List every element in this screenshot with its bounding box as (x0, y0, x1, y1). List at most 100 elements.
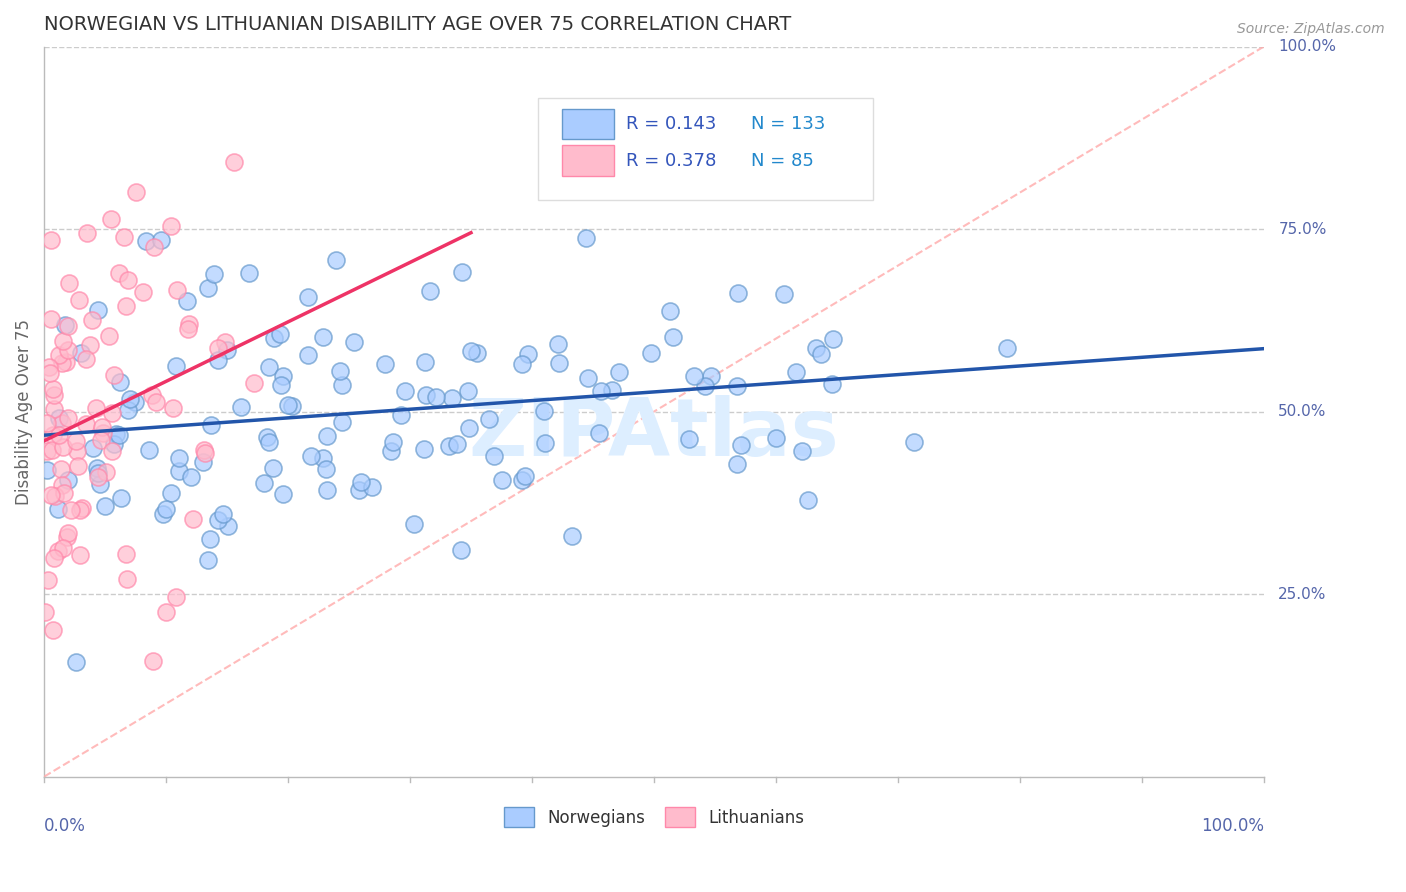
Point (138, 442, 160, 457)
Point (510, 473, 533, 487)
Point (162, 401, 184, 415)
Point (299, 450, 322, 464)
Point (55, 354, 77, 368)
Point (465, 346, 488, 360)
Point (347, 483, 370, 497)
Point (82, 441, 104, 455)
Point (243, 376, 266, 390)
Text: 75.0%: 75.0% (1278, 221, 1327, 236)
Point (200, 417, 222, 432)
Point (419, 284, 441, 298)
Legend: Norwegians, Lithuanians: Norwegians, Lithuanians (496, 800, 811, 834)
Point (42, 382, 65, 396)
Point (404, 517, 426, 532)
Point (94, 465, 117, 479)
Point (166, 283, 188, 297)
Point (56, 473, 79, 487)
Point (330, 415, 353, 429)
Point (143, 240, 166, 254)
Point (437, 439, 460, 453)
Point (297, 348, 319, 362)
Point (995, 341, 1018, 355)
Point (460, 343, 482, 358)
Point (91, 425, 114, 440)
Point (785, 365, 807, 379)
Point (34, 605, 56, 619)
Point (329, 364, 352, 378)
Point (42, 623, 65, 637)
Text: N = 85: N = 85 (751, 152, 814, 169)
Point (51, 416, 73, 430)
Point (155, 501, 177, 516)
Point (312, 330, 335, 344)
Y-axis label: Disability Age Over 75: Disability Age Over 75 (15, 318, 32, 505)
Point (903, 434, 925, 449)
Point (394, 384, 416, 399)
Point (90, 433, 112, 447)
Point (350, 475, 373, 490)
Text: ZIPAtlas: ZIPAtlas (468, 394, 839, 473)
Point (84, 401, 107, 415)
Point (37, 574, 59, 588)
Point (342, 334, 364, 349)
Point (118, 392, 141, 407)
Point (277, 398, 299, 412)
Point (52, 440, 75, 454)
Point (765, 431, 787, 445)
Point (149, 233, 172, 247)
Point (415, 387, 437, 401)
Point (108, 428, 131, 442)
Point (56, 343, 79, 357)
Point (117, 273, 139, 287)
Point (360, 480, 382, 494)
Point (51, 478, 73, 492)
Point (82, 312, 104, 326)
Point (262, 461, 284, 475)
Point (56, 525, 79, 540)
Point (65, 655, 87, 669)
Text: Source: ZipAtlas.com: Source: ZipAtlas.com (1237, 22, 1385, 37)
Point (165, 359, 187, 374)
Point (115, 572, 138, 586)
Point (215, 343, 238, 358)
Point (44, 489, 66, 503)
Point (46, 543, 69, 558)
Point (548, 356, 571, 370)
Point (160, 486, 183, 500)
Point (312, 450, 335, 465)
Point (588, 426, 610, 441)
Point (263, 330, 285, 344)
Point (450, 265, 472, 279)
Point (124, 394, 146, 409)
Point (515, 469, 537, 483)
Point (198, 533, 221, 547)
Point (38, 366, 60, 380)
Point (69, 503, 91, 517)
Point (804, 341, 827, 355)
Point (413, 354, 436, 368)
Point (425, 390, 447, 404)
Point (115, 299, 138, 313)
Point (103, 368, 125, 382)
Point (53, 318, 76, 332)
Point (575, 230, 598, 244)
Point (93, 499, 115, 513)
Point (37, 463, 59, 477)
Point (67, 293, 90, 307)
Point (167, 464, 190, 478)
Point (87, 302, 110, 317)
Point (108, 375, 131, 389)
Point (42, 402, 65, 417)
Point (117, 402, 139, 417)
Point (194, 446, 217, 460)
Point (207, 341, 229, 355)
Point (374, 357, 396, 371)
Point (457, 384, 479, 398)
Point (100, 444, 122, 458)
Point (325, 252, 347, 267)
Point (695, 379, 717, 393)
Point (100, 212, 122, 227)
Point (207, 512, 229, 526)
Point (238, 266, 260, 280)
Point (547, 336, 569, 351)
